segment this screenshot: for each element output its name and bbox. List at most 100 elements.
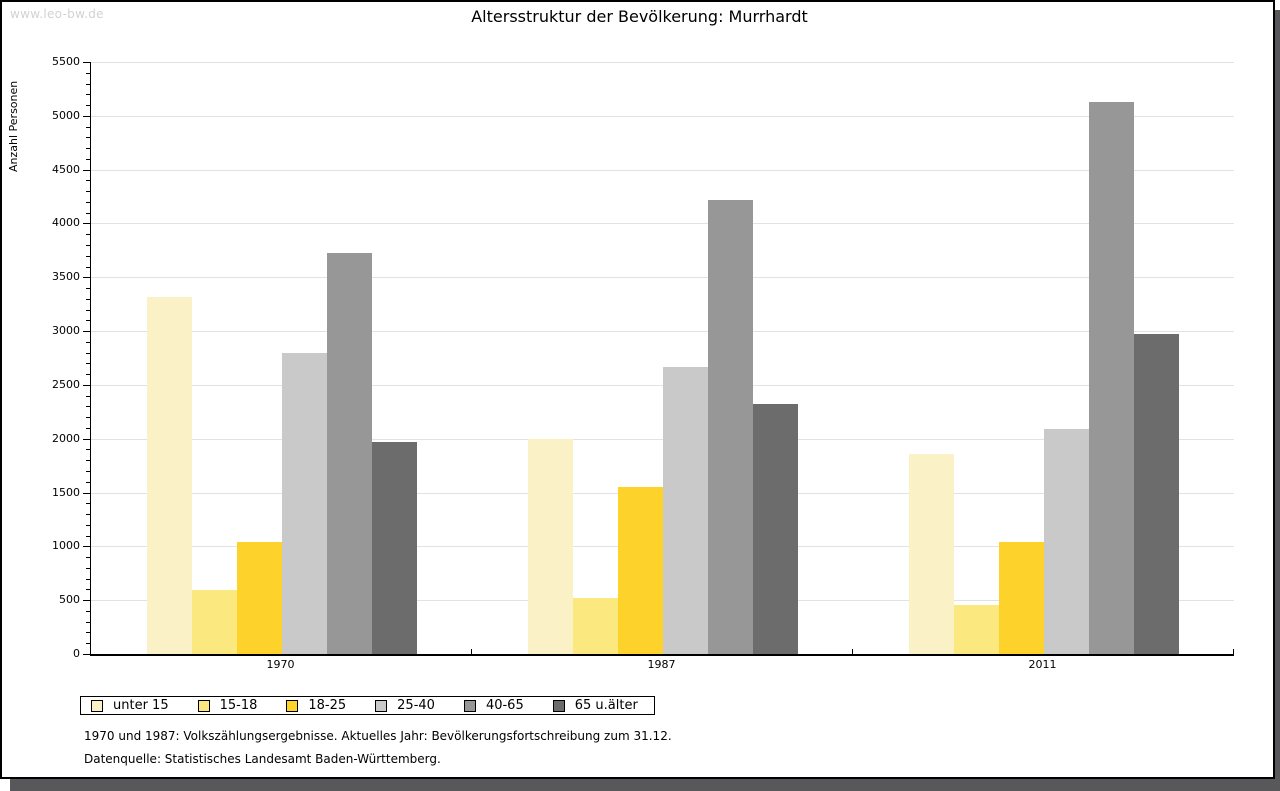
bar-1970-18-25 (237, 542, 282, 654)
y-major-tick (83, 600, 90, 601)
y-tick-label: 3000 (52, 324, 80, 337)
y-major-tick (83, 385, 90, 386)
y-minor-tick (86, 406, 90, 407)
y-minor-tick (86, 191, 90, 192)
bar-2011-15-18 (954, 605, 999, 654)
y-tick-label: 5000 (52, 109, 80, 122)
y-minor-tick (86, 568, 90, 569)
y-minor-tick (86, 234, 90, 235)
y-axis: 0 500 1000 1500 2000 2500 3000 3500 4000 4500 5000… (2, 55, 90, 660)
y-minor-tick (86, 632, 90, 633)
y-tick-label: 1500 (52, 486, 80, 499)
window-shadow-bottom (10, 779, 1280, 791)
bar-2011-18-25 (999, 542, 1044, 654)
y-minor-tick (86, 245, 90, 246)
gridline (91, 62, 1234, 63)
y-major-tick (83, 331, 90, 332)
bar-1987-15-18 (573, 598, 618, 654)
y-minor-tick (86, 299, 90, 300)
y-major-tick (83, 223, 90, 224)
plot-area (90, 62, 1234, 656)
bar-1970-unter-15 (147, 297, 192, 654)
y-minor-tick (86, 202, 90, 203)
legend-label: 15-18 (219, 698, 258, 713)
legend: unter 15 15-18 18-25 25-40 40-65 65 u.älter (80, 696, 655, 715)
y-minor-tick (86, 557, 90, 558)
legend-item: 18-25 (286, 698, 346, 713)
legend-swatch-65-u-lter (552, 699, 565, 712)
y-tick-label: 5500 (52, 55, 80, 68)
y-minor-tick (86, 310, 90, 311)
legend-swatch-18-25 (286, 699, 299, 712)
legend-swatch-40-65 (463, 699, 476, 712)
legend-item: 65 u.älter (552, 698, 638, 713)
y-major-tick (83, 654, 90, 655)
y-minor-tick (86, 417, 90, 418)
y-tick-label: 2000 (52, 432, 80, 445)
y-minor-tick (86, 73, 90, 74)
legend-label: 40-65 (485, 698, 524, 713)
legend-swatch-unter-15 (91, 699, 103, 712)
y-minor-tick (86, 148, 90, 149)
y-minor-tick (86, 428, 90, 429)
y-minor-tick (86, 342, 90, 343)
gridline (91, 223, 1234, 224)
gridline (91, 170, 1234, 171)
bar-1970-25-40 (282, 353, 327, 654)
y-tick-label: 500 (59, 593, 80, 606)
y-major-tick (83, 546, 90, 547)
y-tick-label: 3500 (52, 270, 80, 283)
y-tick-label: 2500 (52, 378, 80, 391)
y-minor-tick (86, 396, 90, 397)
y-minor-tick (86, 180, 90, 181)
y-tick-label: 1000 (52, 539, 80, 552)
y-minor-tick (86, 643, 90, 644)
y-minor-tick (86, 536, 90, 537)
gridline (91, 277, 1234, 278)
y-major-tick (83, 62, 90, 63)
footer-note: 1970 und 1987: Volkszählungsergebnisse. … (84, 729, 672, 743)
y-minor-tick (86, 84, 90, 85)
legend-label: 18-25 (308, 698, 347, 713)
y-major-tick (83, 116, 90, 117)
legend-item: 25-40 (375, 698, 435, 713)
x-tick-label: 1987 (647, 658, 676, 671)
legend-label: 25-40 (397, 698, 435, 713)
y-minor-tick (86, 127, 90, 128)
x-tick-label: 2011 (1028, 658, 1057, 671)
bar-1970-15-18 (192, 590, 237, 654)
y-major-tick (83, 277, 90, 278)
y-minor-tick (86, 137, 90, 138)
chart-title: Altersstruktur der Bevölkerung: Murrhard… (471, 7, 808, 26)
gridline (91, 385, 1234, 386)
bar-2011-40-65 (1089, 102, 1134, 654)
y-minor-tick (86, 213, 90, 214)
y-minor-tick (86, 622, 90, 623)
y-minor-tick (86, 105, 90, 106)
y-minor-tick (86, 353, 90, 354)
bar-1987-40-65 (708, 200, 753, 654)
x-boundary-tick (471, 649, 472, 654)
legend-item: unter 15 (91, 698, 169, 713)
y-minor-tick (86, 503, 90, 504)
y-minor-tick (86, 460, 90, 461)
y-major-tick (83, 170, 90, 171)
bar-1987-65-u-lter (753, 404, 798, 654)
y-minor-tick (86, 471, 90, 472)
y-tick-label: 4500 (52, 163, 80, 176)
y-minor-tick (86, 267, 90, 268)
y-tick-label: 4000 (52, 216, 80, 229)
y-minor-tick (86, 514, 90, 515)
y-minor-tick (86, 94, 90, 95)
bar-1987-unter-15 (528, 439, 573, 654)
y-minor-tick (86, 449, 90, 450)
x-axis-labels: 1970 1987 2011 (90, 658, 1233, 674)
gridline (91, 116, 1234, 117)
x-tick-label: 1970 (266, 658, 295, 671)
gridline (91, 439, 1234, 440)
legend-item: 15-18 (197, 698, 258, 713)
legend-swatch-25-40 (375, 699, 388, 712)
bar-2011-65-u-lter (1134, 334, 1179, 654)
